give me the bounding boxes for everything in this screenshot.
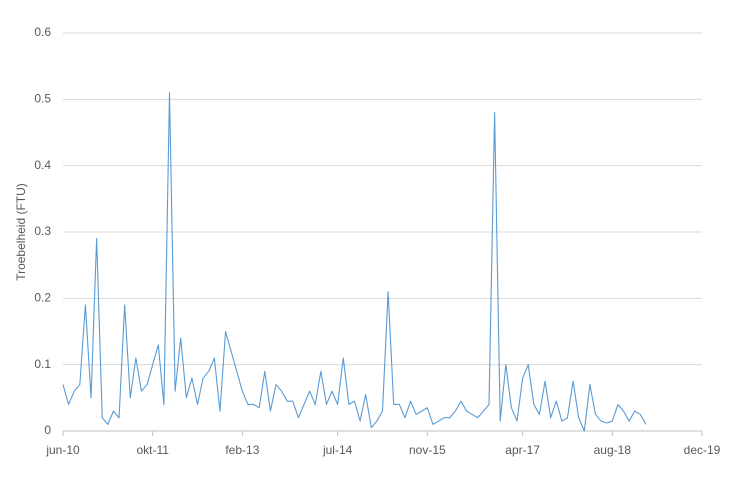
x-tick-label: apr-17 [505,443,540,457]
data-line [62,92,647,432]
y-tick-label: 0.5 [34,92,51,106]
x-tick-label: aug-18 [594,443,632,457]
x-tick-label: dec-19 [684,443,721,457]
y-tick-label: 0.6 [34,25,51,39]
y-tick-label: 0.2 [34,291,51,305]
x-tick-label: feb-13 [225,443,259,457]
x-tick-label: okt-11 [136,443,169,457]
y-tick-label: 0.1 [34,357,51,371]
x-tick-label: nov-15 [409,443,446,457]
y-axis-label: Troebelheid (FTU) [14,183,28,281]
y-tick-label: 0.3 [34,224,51,238]
x-tick-label: jul-14 [322,443,353,457]
x-tick-label: jun-10 [45,443,80,457]
y-tick-label: 0 [44,423,51,437]
y-tick-label: 0.4 [34,158,51,172]
